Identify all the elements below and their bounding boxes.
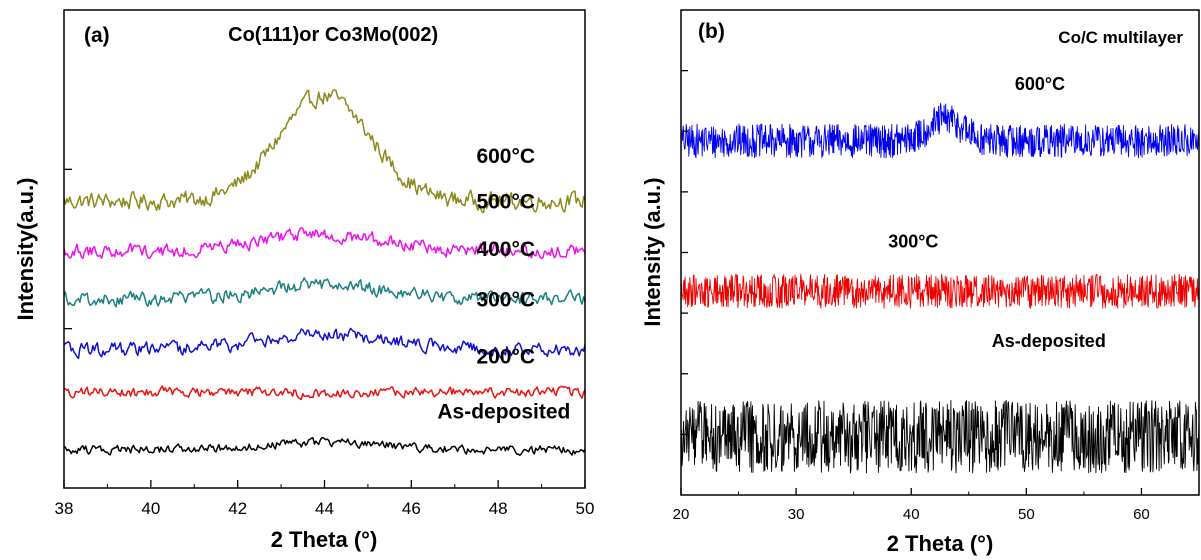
panel-a-xlabel: 2 Theta (°) <box>271 527 378 552</box>
panel-b-series <box>680 103 1200 474</box>
panel-a-ticks: 38 40 42 44 46 48 50 <box>55 168 595 518</box>
series-line-300-c <box>680 273 1200 309</box>
series-label-300-c: 300°C <box>888 232 938 252</box>
x-tick-label: 30 <box>788 506 805 523</box>
panel-b-ticks: 20 30 40 50 60 <box>673 69 1150 523</box>
series-line-400-c <box>63 277 586 308</box>
series-label-400-c: 400°C <box>476 238 535 261</box>
panel-a-ylabel: Intensity(a.u.) <box>13 177 38 320</box>
x-tick-label: 50 <box>576 499 595 518</box>
panel-a: 38 40 42 44 46 48 50 600°C 500°C 400°C 300°C 200°C… <box>13 9 595 552</box>
series-label-300-c: 300°C <box>476 288 535 311</box>
panel-b-label: (b) <box>698 20 725 43</box>
series-label-as-deposited: As-deposited <box>992 331 1106 351</box>
x-tick-label: 38 <box>55 499 74 518</box>
series-label-600-c: 600°C <box>1015 74 1065 94</box>
series-line-as-deposited <box>63 436 586 457</box>
panel-a-annotation: Co(111)or Co3Mo(002) <box>228 24 438 46</box>
panel-a-label: (a) <box>84 24 110 47</box>
x-tick-label: 40 <box>903 506 920 523</box>
series-label-600-c: 600°C <box>476 145 535 168</box>
series-line-200-c <box>63 385 586 401</box>
series-line-as-deposited <box>680 400 1200 474</box>
series-label-500-c: 500°C <box>476 190 535 213</box>
series-label-as-deposited: As-deposited <box>437 401 570 424</box>
x-tick-label: 46 <box>402 499 421 518</box>
x-tick-label: 44 <box>315 499 334 518</box>
panel-b-xlabel: 2 Theta (°) <box>887 531 994 556</box>
panel-a-series-labels: 600°C 500°C 400°C 300°C 200°C As-deposited <box>437 145 570 424</box>
panel-a-series <box>63 89 586 457</box>
x-tick-label: 42 <box>228 499 247 518</box>
x-tick-label: 40 <box>141 499 160 518</box>
series-line-500-c <box>63 226 586 260</box>
series-line-600-c <box>680 103 1200 159</box>
series-line-300-c <box>63 327 586 360</box>
x-tick-label: 20 <box>673 506 690 523</box>
panel-b-ylabel: Intensity (a.u.) <box>640 177 665 326</box>
panel-b-title: Co/C multilayer <box>1058 28 1183 47</box>
x-tick-label: 60 <box>1133 506 1150 523</box>
series-label-200-c: 200°C <box>476 346 535 369</box>
x-tick-label: 50 <box>1018 506 1035 523</box>
panel-b: 20 30 40 50 60 600°C 300°C As-deposited (b) Co… <box>640 9 1200 556</box>
panel-b-series-labels: 600°C 300°C As-deposited <box>888 74 1106 351</box>
x-tick-label: 48 <box>489 499 508 518</box>
series-line-600-c <box>63 89 586 214</box>
